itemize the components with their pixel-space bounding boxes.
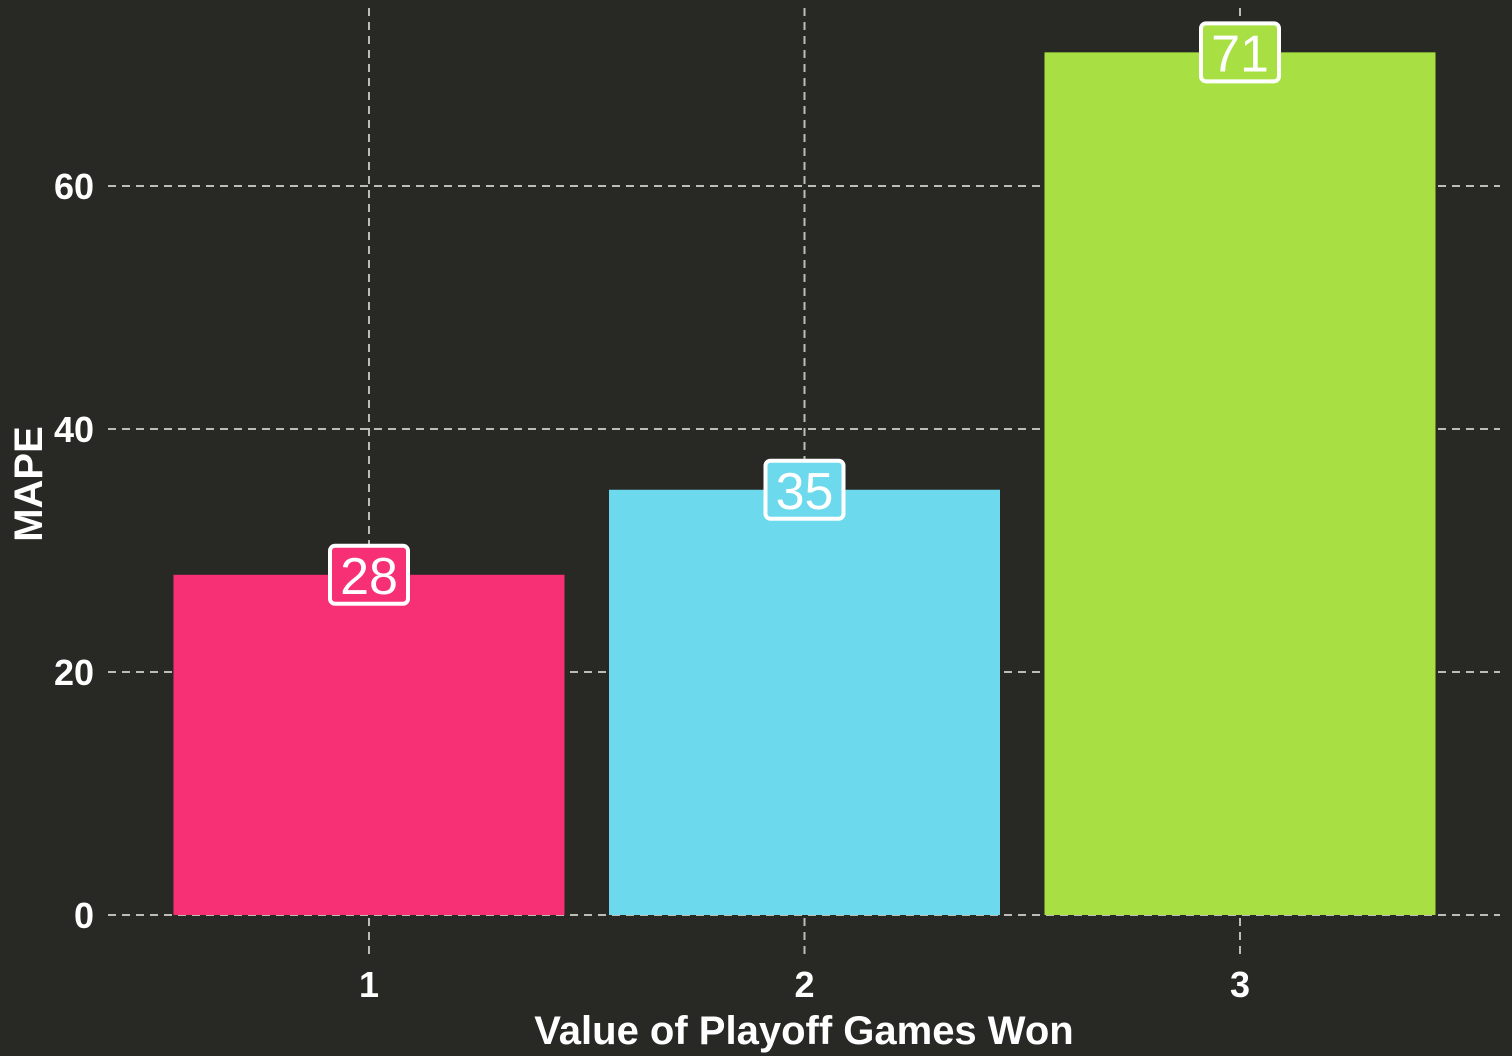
x-tick-label: 2 xyxy=(794,964,814,1005)
data-label-box xyxy=(1199,21,1281,84)
x-tick-label: 1 xyxy=(359,964,379,1005)
bar xyxy=(1044,52,1436,916)
y-axis-title: MAPE xyxy=(7,426,51,542)
y-tick-label: 60 xyxy=(54,166,94,207)
tick-labels-layer: 0 20 40 60 1 2 3 xyxy=(54,166,1250,1005)
data-label-box xyxy=(763,458,846,521)
bars-layer xyxy=(173,52,1436,916)
data-label: 71 xyxy=(1211,25,1269,83)
data-labels-layer: 28 35 71 xyxy=(328,21,1281,606)
data-label: 28 xyxy=(340,548,398,606)
bar xyxy=(609,489,1000,915)
y-tick-label: 40 xyxy=(54,409,94,450)
x-tick-label: 3 xyxy=(1230,964,1250,1005)
y-tick-label: 20 xyxy=(54,652,94,693)
data-label: 35 xyxy=(776,463,834,521)
bar xyxy=(173,574,565,915)
data-label-box xyxy=(328,543,410,606)
x-axis-title: Value of Playoff Games Won xyxy=(534,1009,1073,1053)
y-tick-label: 0 xyxy=(74,895,94,936)
